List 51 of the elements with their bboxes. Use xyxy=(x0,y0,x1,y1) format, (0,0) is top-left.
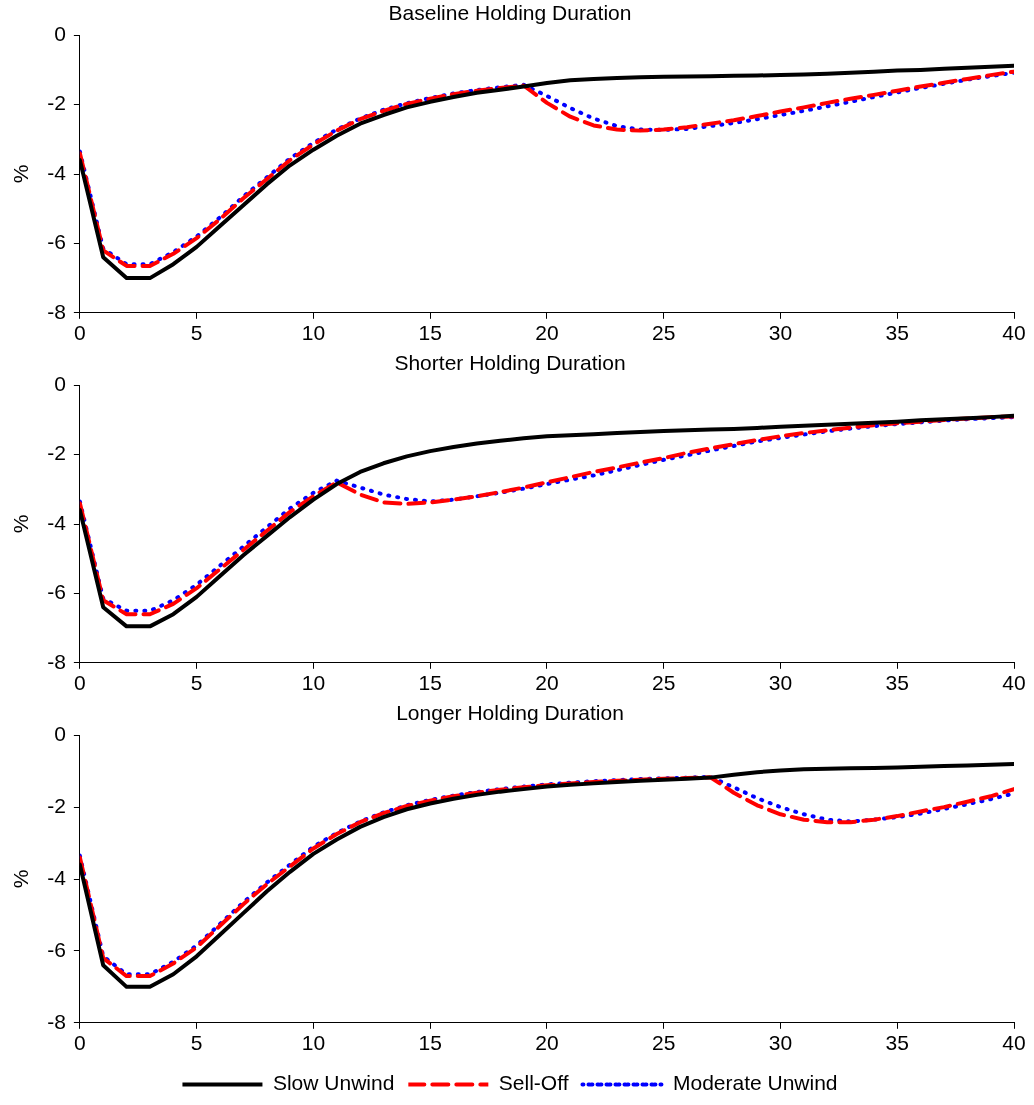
x-tick-label: 30 xyxy=(768,1031,793,1055)
x-tick-label: 20 xyxy=(535,1031,559,1055)
chart-title: Baseline Holding Duration xyxy=(388,1,632,25)
legend-label: Moderate Unwind xyxy=(672,1071,838,1095)
y-tick-label: -4 xyxy=(47,160,67,184)
chart-title: Shorter Holding Duration xyxy=(394,351,626,375)
y-tick-label: -8 xyxy=(47,299,66,323)
y-tick-label: -2 xyxy=(47,91,66,115)
x-tick-label: 15 xyxy=(418,671,442,695)
x-tick-label: 0 xyxy=(74,321,86,345)
x-tick-label: 40 xyxy=(1002,1031,1026,1055)
x-tick-label: 25 xyxy=(652,321,676,345)
y-tick-label: -4 xyxy=(47,510,67,534)
x-tick-label: 30 xyxy=(768,671,793,695)
x-tick-label: 0 xyxy=(74,1031,86,1055)
x-tick-label: 35 xyxy=(885,1031,909,1055)
x-tick-label: 10 xyxy=(301,321,326,345)
legend-label: Slow Unwind xyxy=(272,1071,395,1095)
y-tick-label: -8 xyxy=(47,649,66,673)
y-tick-label: -2 xyxy=(47,441,66,465)
y-tick-label: 0 xyxy=(54,722,66,745)
x-tick-label: 40 xyxy=(1002,671,1026,695)
y-tick-label: -4 xyxy=(47,865,67,889)
x-tick-label: 5 xyxy=(190,1031,203,1055)
y-axis-title: % xyxy=(9,869,33,889)
x-tick-label: 35 xyxy=(885,321,909,345)
y-tick-label: -6 xyxy=(47,580,66,604)
y-axis-title: % xyxy=(9,164,33,184)
x-tick-label: 5 xyxy=(190,321,203,345)
x-tick-label: 25 xyxy=(652,1031,676,1055)
x-tick-label: 20 xyxy=(535,321,559,345)
legend-label: Sell-Off xyxy=(498,1071,569,1095)
x-tick-label: 0 xyxy=(74,671,86,695)
x-tick-label: 35 xyxy=(885,671,909,695)
y-axis-title: % xyxy=(9,514,33,534)
y-tick-label: -8 xyxy=(47,1009,66,1033)
y-tick-label: -2 xyxy=(47,793,66,817)
x-tick-label: 5 xyxy=(190,671,203,695)
y-tick-label: 0 xyxy=(54,372,66,395)
x-tick-label: 20 xyxy=(535,671,559,695)
x-tick-label: 15 xyxy=(418,1031,442,1055)
chart-title: Longer Holding Duration xyxy=(396,701,624,725)
x-tick-label: 10 xyxy=(301,671,326,695)
x-tick-label: 25 xyxy=(652,671,676,695)
x-tick-label: 30 xyxy=(768,321,793,345)
y-tick-label: 0 xyxy=(54,22,66,45)
y-tick-label: -6 xyxy=(47,937,66,961)
y-tick-label: -6 xyxy=(47,230,66,254)
x-tick-label: 40 xyxy=(1002,321,1026,345)
x-tick-label: 10 xyxy=(301,1031,326,1055)
x-tick-label: 15 xyxy=(418,321,442,345)
